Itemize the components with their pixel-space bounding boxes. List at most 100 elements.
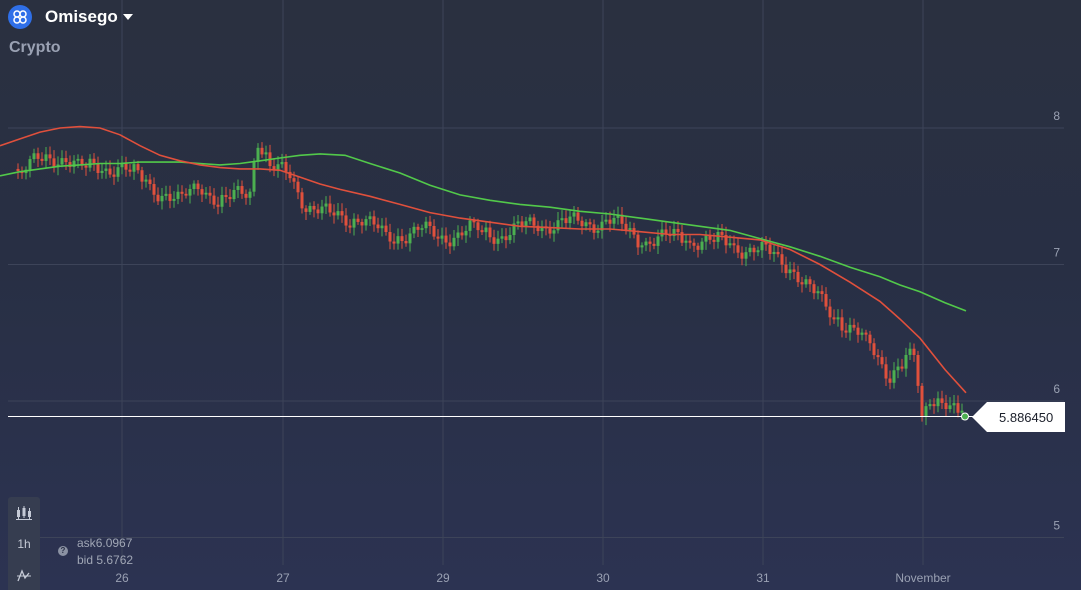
candle-up bbox=[28, 159, 32, 170]
asset-header[interactable]: Omisego bbox=[8, 5, 133, 29]
help-icon[interactable]: ? bbox=[58, 546, 68, 556]
candle-down bbox=[332, 212, 336, 216]
candle-down bbox=[796, 271, 800, 283]
candle-up bbox=[220, 194, 224, 207]
candle-up bbox=[88, 158, 92, 168]
candle-up bbox=[628, 228, 632, 231]
candle-down bbox=[920, 385, 924, 417]
candle-up bbox=[560, 218, 564, 221]
candle-down bbox=[96, 163, 100, 173]
indicator-icon[interactable] bbox=[8, 561, 40, 589]
candle-down bbox=[940, 398, 944, 403]
asset-name[interactable]: Omisego bbox=[45, 7, 118, 26]
candle-down bbox=[932, 404, 936, 407]
candle-down bbox=[724, 234, 728, 246]
candle-up bbox=[440, 235, 444, 239]
candle-down bbox=[328, 203, 332, 213]
candle-down bbox=[400, 236, 404, 242]
candle-up bbox=[960, 410, 964, 413]
candle-up bbox=[704, 235, 708, 242]
candle-up bbox=[144, 179, 148, 182]
candle-down bbox=[168, 193, 172, 201]
candlestick-chart-icon[interactable] bbox=[8, 499, 40, 527]
candle-down bbox=[84, 165, 88, 168]
candle-up bbox=[420, 228, 424, 230]
candle-up bbox=[804, 279, 808, 285]
candle-down bbox=[40, 158, 44, 161]
timeframe-button[interactable]: 1h bbox=[8, 530, 40, 558]
candle-down bbox=[360, 221, 364, 226]
candle-down bbox=[376, 224, 380, 229]
candle-down bbox=[648, 241, 652, 244]
candle-down bbox=[680, 232, 684, 243]
chevron-down-icon[interactable] bbox=[122, 14, 133, 20]
candle-up bbox=[324, 203, 328, 207]
candle-up bbox=[256, 147, 260, 162]
candle-up bbox=[236, 186, 240, 190]
candle-up bbox=[700, 241, 704, 250]
candle-down bbox=[812, 284, 816, 294]
candle-down bbox=[720, 231, 724, 235]
candle-down bbox=[852, 324, 856, 328]
ask-value: 6.0967 bbox=[95, 536, 133, 550]
candle-up bbox=[908, 348, 912, 355]
candle-down bbox=[768, 244, 772, 255]
candle-down bbox=[888, 378, 892, 383]
candle-down bbox=[448, 242, 452, 247]
candle-down bbox=[732, 243, 736, 246]
candle-down bbox=[284, 161, 288, 172]
candle-down bbox=[752, 247, 756, 253]
current-price-marker bbox=[961, 412, 969, 421]
candle-up bbox=[396, 236, 400, 244]
candle-down bbox=[676, 228, 680, 233]
candle-down bbox=[900, 366, 904, 369]
candle-down bbox=[864, 332, 868, 335]
candle-up bbox=[612, 217, 616, 224]
candle-down bbox=[48, 154, 52, 159]
candle-up bbox=[604, 219, 608, 222]
candle-up bbox=[368, 216, 372, 220]
candle-down bbox=[712, 239, 716, 242]
candle-down bbox=[348, 225, 352, 228]
candle-down bbox=[344, 215, 348, 226]
candle-down bbox=[128, 169, 132, 172]
candle-down bbox=[200, 189, 204, 195]
candle-down bbox=[152, 184, 156, 195]
bid-ask-panel: ? ask6.0967 bid 5.6762 bbox=[58, 535, 133, 569]
candle-up bbox=[44, 154, 48, 161]
candle-down bbox=[184, 193, 188, 196]
candle-up bbox=[116, 167, 120, 177]
candle-down bbox=[916, 355, 920, 386]
candle-down bbox=[620, 214, 624, 224]
candle-down bbox=[16, 168, 20, 171]
candle-down bbox=[392, 241, 396, 244]
candle-down bbox=[480, 230, 484, 233]
candle-down bbox=[588, 222, 592, 225]
candle-up bbox=[160, 195, 164, 202]
x-tick-label: 26 bbox=[115, 571, 129, 585]
candle-down bbox=[112, 174, 116, 177]
candle-down bbox=[388, 232, 392, 242]
candle-up bbox=[836, 317, 840, 320]
candle-up bbox=[468, 220, 472, 231]
candle-down bbox=[180, 191, 184, 194]
candle-up bbox=[276, 164, 280, 170]
candle-down bbox=[300, 192, 304, 209]
candle-down bbox=[416, 226, 420, 230]
candle-down bbox=[688, 240, 692, 243]
moving-average-slow-line bbox=[0, 153, 967, 312]
candle-down bbox=[156, 194, 160, 202]
current-price-tag: 5.886450 bbox=[972, 402, 1065, 432]
candle-up bbox=[456, 232, 460, 238]
y-tick-label: 6 bbox=[1053, 382, 1060, 396]
candle-up bbox=[76, 158, 80, 161]
candle-down bbox=[292, 178, 296, 182]
candle-up bbox=[756, 250, 760, 253]
candle-up bbox=[32, 153, 36, 160]
candle-up bbox=[848, 324, 852, 333]
candle-down bbox=[296, 181, 300, 193]
candle-up bbox=[500, 236, 504, 239]
candle-up bbox=[308, 205, 312, 212]
candle-up bbox=[616, 214, 620, 218]
